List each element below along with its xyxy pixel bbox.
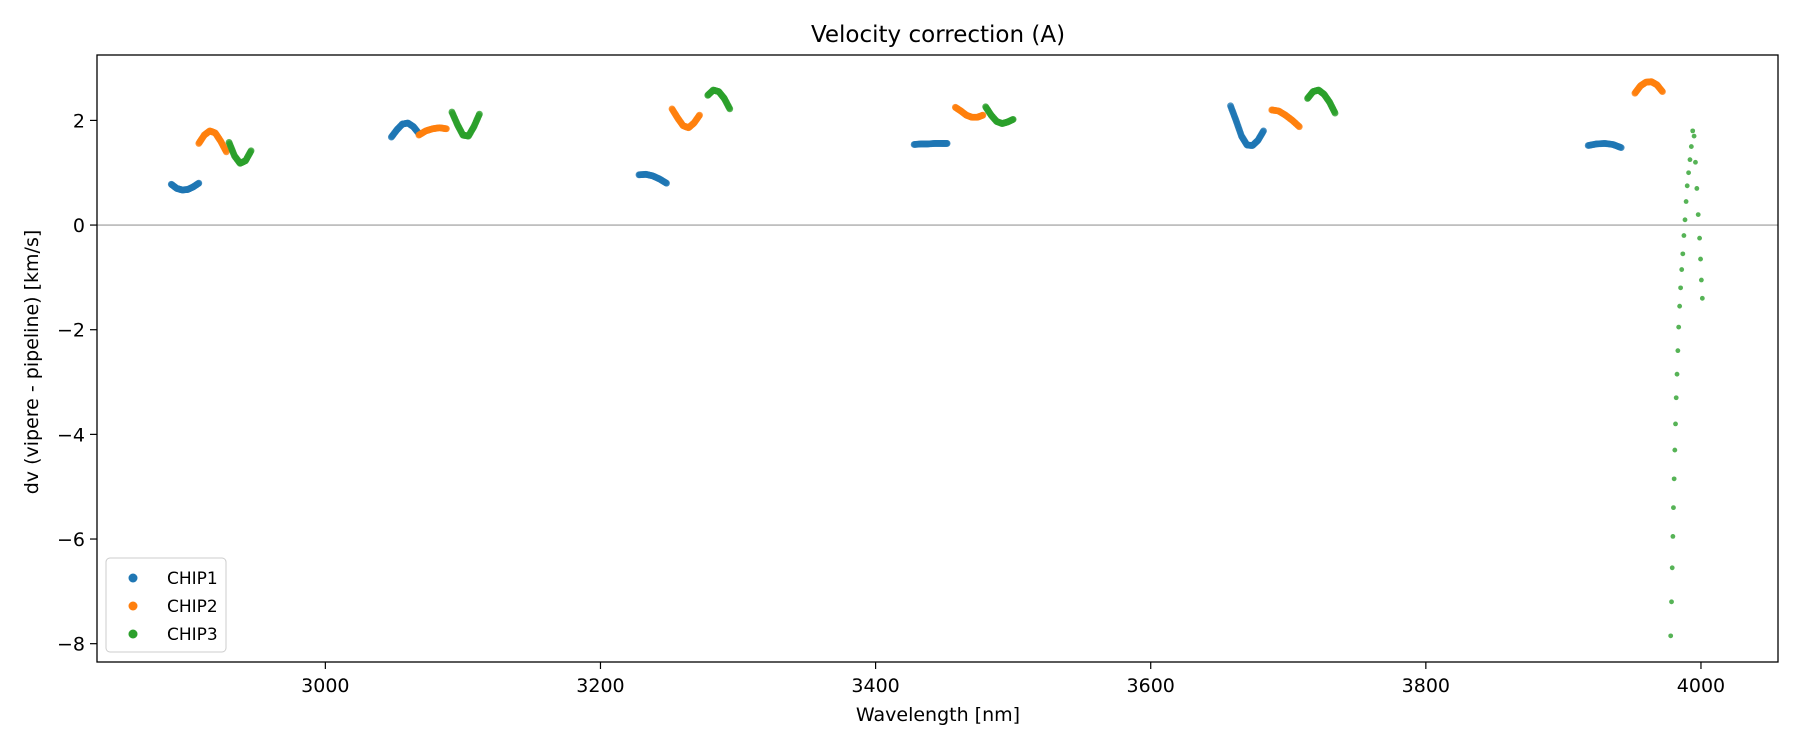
- chip3-point: [1331, 109, 1339, 117]
- chip3-point: [1687, 157, 1693, 163]
- x-tick-label: 3000: [301, 675, 349, 697]
- chip1-point: [943, 140, 951, 147]
- legend-marker-chip2: [128, 601, 138, 611]
- chip1-point: [1617, 144, 1625, 152]
- chip2-point: [1295, 123, 1303, 131]
- chip3-point: [1678, 285, 1684, 291]
- chip3-point: [1671, 476, 1677, 482]
- plot-frame: [96, 54, 1779, 663]
- chip3-point: [1675, 348, 1681, 354]
- chip3-point: [1682, 217, 1688, 223]
- y-tick-label: −8: [57, 634, 85, 656]
- chip3-point: [1694, 186, 1700, 191]
- chip3-point: [1688, 144, 1694, 149]
- chart-title: Velocity correction (A): [811, 22, 1065, 48]
- chip3-point: [1673, 421, 1678, 427]
- chip3-point: [1676, 324, 1682, 330]
- legend-marker-chip1: [128, 573, 138, 583]
- chip3-point: [1699, 295, 1705, 301]
- chip3-point: [1680, 251, 1686, 257]
- x-tick-label: 3600: [1127, 675, 1175, 697]
- chip3-point: [1668, 633, 1674, 639]
- chip2-point: [443, 125, 450, 133]
- y-axis-label: dv (vipere - pipeline) [km/s]: [21, 230, 43, 495]
- chip3-point: [726, 105, 734, 113]
- chip3-point: [1669, 599, 1674, 605]
- chip3-point: [1009, 115, 1017, 123]
- legend-label-chip2: CHIP2: [167, 597, 218, 617]
- chip3-point: [1679, 267, 1685, 272]
- chip3-point: [1674, 371, 1680, 377]
- chip3-point: [1681, 233, 1687, 238]
- chip3-point: [247, 147, 255, 155]
- y-tick-label: −4: [57, 424, 85, 446]
- chip3-point: [1690, 128, 1696, 134]
- chip3-point: [1671, 505, 1676, 511]
- chip3-point: [1686, 170, 1691, 176]
- x-tick-label: 3200: [576, 675, 624, 697]
- y-tick-label: 2: [73, 110, 85, 132]
- chip2-point: [222, 148, 230, 156]
- chip3-point: [1693, 159, 1698, 165]
- plot-area: 3000 3200 3400 3600 3800 4000 2 0 −2 −4 −6 −8: [57, 54, 1779, 697]
- chip3-point: [1669, 565, 1675, 571]
- y-tick-label: −6: [57, 529, 85, 551]
- chip3-point: [1670, 534, 1676, 539]
- chip3-point: [1698, 277, 1704, 283]
- legend-marker-chip3: [128, 629, 138, 639]
- legend-box: [105, 557, 227, 653]
- chip3-point: [1695, 212, 1701, 218]
- legend: CHIP1 CHIP2 CHIP3: [105, 557, 227, 653]
- chip3-point: [1698, 256, 1703, 262]
- x-tick-label: 4000: [1677, 675, 1725, 697]
- chip1-point: [195, 179, 203, 187]
- y-tick-label: −2: [57, 320, 85, 342]
- chip3-point: [1673, 395, 1679, 401]
- chip3-point: [1691, 133, 1697, 139]
- y-tick-label: 0: [73, 215, 85, 237]
- legend-label-chip1: CHIP1: [167, 569, 218, 589]
- chip3-point: [1697, 235, 1702, 241]
- chip2-point: [1659, 88, 1666, 96]
- chip3-point: [1677, 303, 1683, 309]
- chip1-point: [1260, 127, 1267, 135]
- chip3-point: [1683, 199, 1689, 204]
- chip3-point: [1684, 183, 1690, 189]
- x-tick-label: 3800: [1402, 675, 1450, 697]
- chip3-point: [476, 110, 483, 118]
- chip3-point: [1672, 447, 1678, 453]
- x-axis-label: Wavelength [nm]: [856, 704, 1020, 726]
- chip2-point: [696, 111, 703, 119]
- x-tick-label: 3400: [851, 675, 899, 697]
- chip1-point: [663, 179, 670, 187]
- legend-label-chip3: CHIP3: [167, 625, 218, 645]
- chip2-point: [979, 111, 987, 119]
